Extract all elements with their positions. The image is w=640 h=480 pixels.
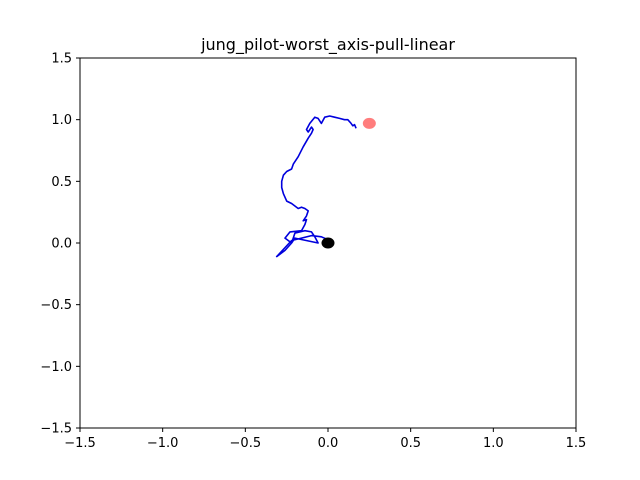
x-tick-label: −1.0 [147,436,179,451]
x-tick-label: 0.0 [318,436,339,451]
series-layer [275,115,357,258]
y-tick-label: 0.0 [51,237,72,252]
x-tick-label: 0.5 [400,436,421,451]
y-tick-label: 1.0 [51,113,72,128]
x-tick-label: 1.5 [566,436,587,451]
y-tick-label: 1.5 [51,52,72,67]
y-tick-label: −1.5 [40,422,72,437]
marker-layer [321,117,376,249]
x-tick-label: −0.5 [230,436,262,451]
x-tick-label: 1.0 [483,436,504,451]
x-axis: −1.5 −1.0 −0.5 0.0 0.5 1.0 1.5 [64,428,586,451]
target-marker [362,117,376,129]
chart-title: jung_pilot-worst_axis-pull-linear [200,35,455,55]
y-tick-label: −0.5 [40,298,72,313]
y-tick-label: −1.0 [40,360,72,375]
x-tick-label: −1.5 [64,436,96,451]
trajectory-line-0 [275,115,357,258]
y-axis: −1.5 −1.0 −0.5 0.0 0.5 1.0 1.5 [40,52,80,437]
y-tick-label: 0.5 [51,175,72,190]
start-marker [321,237,335,249]
